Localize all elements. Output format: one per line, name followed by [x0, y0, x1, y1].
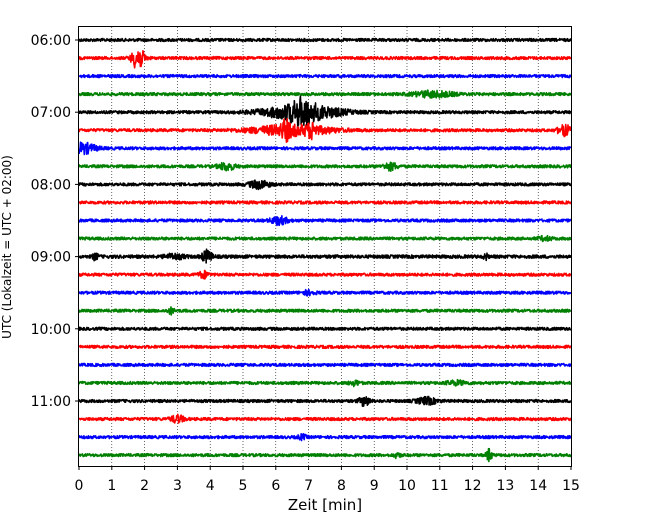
x-tick-label: 8: [337, 478, 346, 494]
x-tick-label: 4: [206, 478, 215, 494]
trace-0830: [78, 214, 572, 227]
trace-0700: [78, 95, 572, 128]
y-tick-label: 07:00: [31, 105, 71, 121]
y-axis-ticks: 06:00 07:00 08:00 09:00 10:00 11:00: [31, 33, 79, 410]
plot-frame: [78, 26, 572, 467]
trace-1130: [78, 432, 572, 442]
x-axis-label: Zeit [min]: [288, 496, 362, 514]
trace-0600: [78, 37, 572, 43]
x-tick-label: 1: [107, 478, 116, 494]
trace-0845: [78, 234, 572, 243]
trace-1015: [78, 344, 572, 350]
trace-1000: [78, 326, 572, 332]
trace-0900: [78, 248, 572, 264]
trace-1115: [78, 413, 572, 424]
trace-0930: [78, 288, 572, 297]
trace-0645: [78, 89, 572, 99]
x-tick-label: 10: [398, 478, 416, 494]
trace-0945: [78, 306, 572, 316]
trace-0800: [78, 179, 572, 191]
y-tick-label: 10:00: [31, 322, 71, 338]
trace-0715: [78, 118, 572, 143]
y-tick-label: 11:00: [31, 394, 71, 410]
grid: [111, 27, 539, 466]
trace-1145: [78, 447, 572, 463]
x-tick-label: 15: [562, 478, 580, 494]
x-tick-label: 14: [529, 478, 547, 494]
x-tick-label: 2: [140, 478, 149, 494]
trace-0815: [78, 200, 572, 205]
y-axis-label: UTC (Lokalzeit = UTC + 02:00): [0, 155, 14, 339]
trace-1030: [78, 362, 572, 368]
x-tick-label: 5: [239, 478, 248, 494]
trace-0615: [78, 50, 572, 69]
trace-1100: [78, 395, 572, 408]
trace-1045: [78, 378, 572, 388]
x-tick-label: 3: [173, 478, 182, 494]
x-tick-label: 11: [431, 478, 449, 494]
y-tick-label: 09:00: [31, 250, 71, 266]
x-axis-ticks: 0 1 2 3 4 5 6 7 8 9 10 11 12 13 14 15: [75, 466, 580, 494]
y-tick-label: 06:00: [31, 33, 71, 49]
x-tick-label: 13: [496, 478, 514, 494]
y-tick-label: 08:00: [31, 177, 71, 193]
x-tick-label: 12: [464, 478, 482, 494]
x-tick-label: 0: [75, 478, 84, 494]
x-tick-label: 9: [370, 478, 379, 494]
trace-0745: [78, 161, 572, 173]
x-tick-label: 7: [304, 478, 313, 494]
trace-0630: [78, 73, 572, 79]
x-tick-label: 6: [271, 478, 280, 494]
trace-0730: [78, 141, 572, 156]
trace-0915: [78, 269, 572, 280]
traces: [78, 37, 572, 463]
